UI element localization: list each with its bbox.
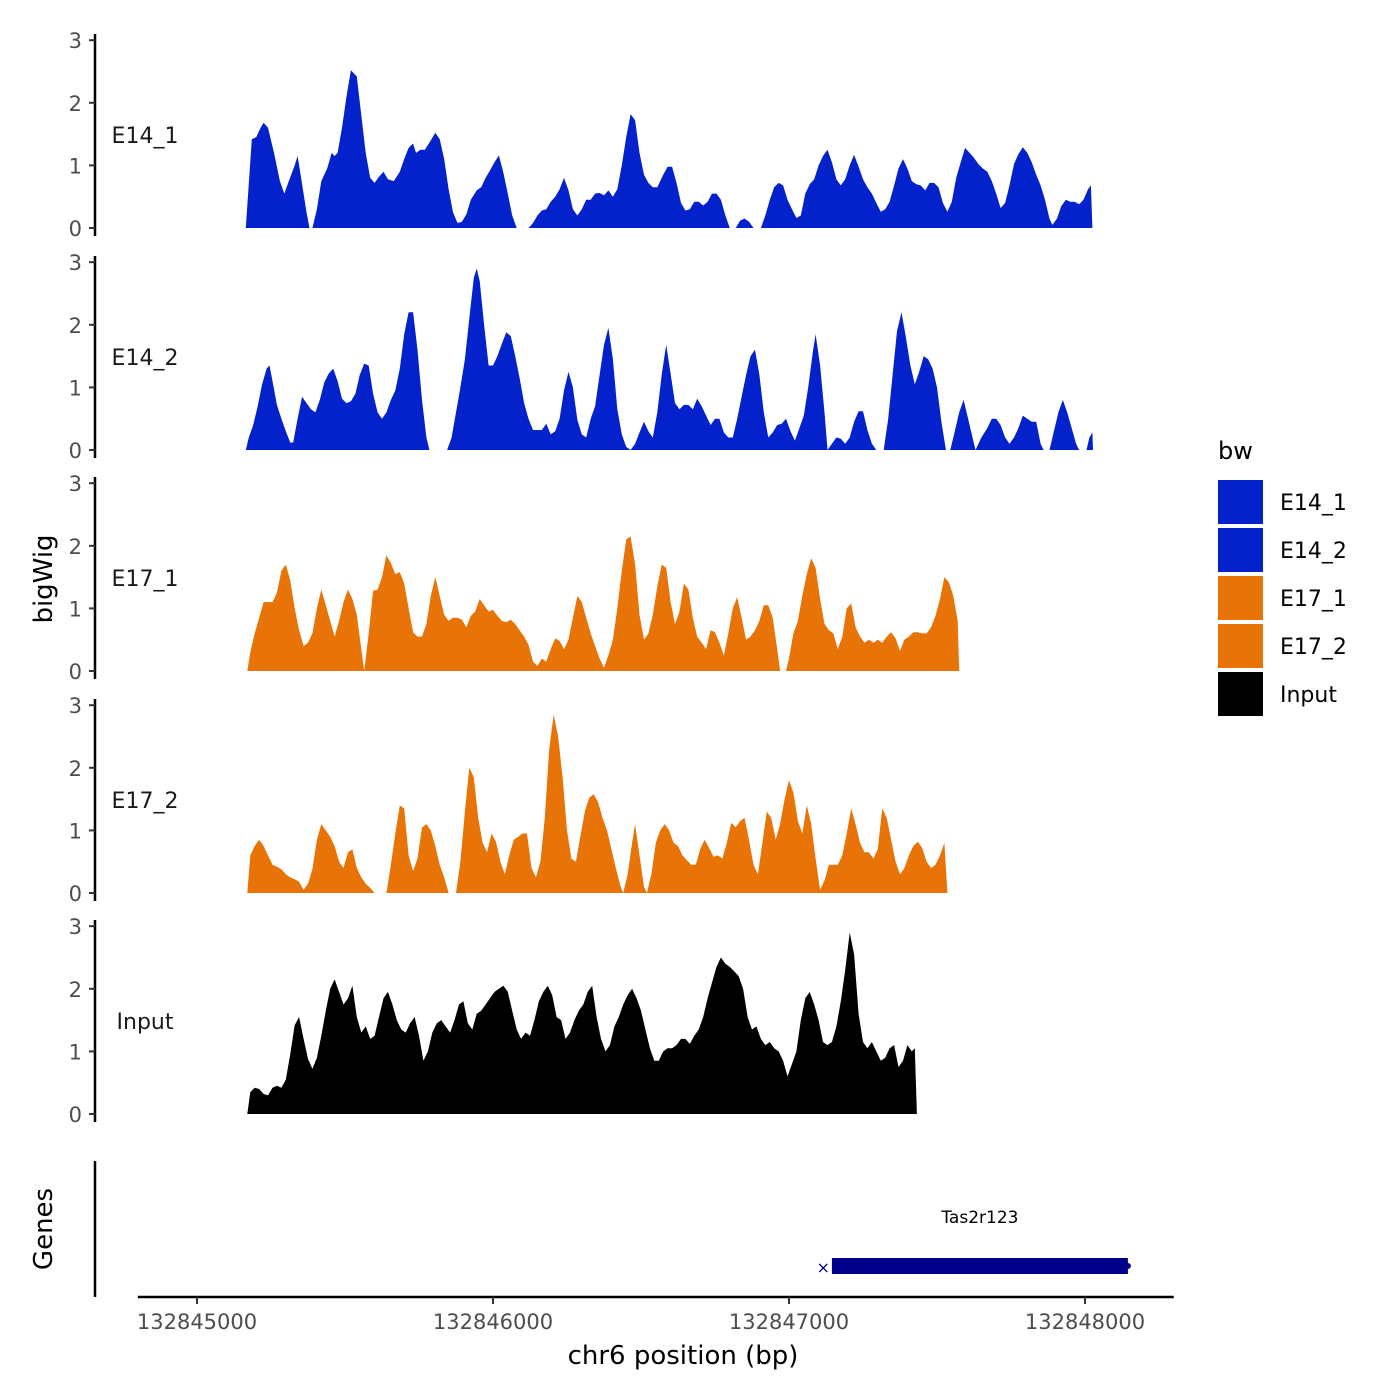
y-tick-label: 1 [69,376,82,400]
legend-item-E17_1: E17_1 [1218,576,1347,620]
track-label: E17_2 [112,789,179,814]
legend-item-Input: Input [1218,672,1337,716]
coverage-area-Input [247,932,917,1114]
x-tick-label: 132848000 [1025,1310,1145,1334]
legend-swatch [1218,672,1263,716]
track-label: Input [117,1010,174,1035]
legend-item-E14_1: E14_1 [1218,480,1347,524]
x-axis-title: chr6 position (bp) [568,1341,799,1371]
y-tick-label: 2 [69,314,82,338]
y-tick-label: 2 [69,757,82,781]
y-tick-label: 3 [69,694,82,718]
y-tick-label: 2 [69,978,82,1002]
gene-label: Tas2r123 [940,1208,1018,1228]
track-label: E17_1 [112,567,179,592]
track-label: E14_1 [112,124,179,149]
gene-Tas2r123: × Tas2r123 [817,1208,1131,1277]
y-tick-label: 0 [69,1103,82,1127]
track-E14_1: 0 1 2 3 E14_1 [69,29,1093,241]
y-tick-label: 0 [69,882,82,906]
x-axis: 132845000 132846000 132847000 132848000 [137,1295,1174,1334]
gene-strand-mark: × [817,1258,830,1277]
legend-swatch [1218,576,1263,620]
y-tick-label: 3 [69,915,82,939]
y-tick-label: 1 [69,154,82,178]
track-E14_2: 0 1 2 3 E14_2 [69,251,1094,463]
track-panels: 0 1 2 3 E14_1 0 1 2 3 E14_2 0 1 2 3 E17_1 0 1 2 3 E17_2 0 1 2 3… [69,29,1094,1127]
track-Input: 0 1 2 3 Input [69,915,917,1127]
legend-label: E17_1 [1280,587,1347,612]
genes-axis-title: Genes [29,1188,59,1270]
x-tick-label: 132847000 [729,1310,849,1334]
legend-label: E14_1 [1280,491,1347,516]
y-tick-label: 1 [69,597,82,621]
track-E17_2: 0 1 2 3 E17_2 [69,694,948,906]
legend: bw E14_1 E14_2 E17_1 E17_2 Input [1218,437,1347,716]
gene-end-mark [1124,1263,1131,1269]
y-tick-label: 1 [69,819,82,843]
y-tick-label: 0 [69,439,82,463]
legend-swatch [1218,624,1263,668]
legend-item-E17_2: E17_2 [1218,624,1347,668]
y-tick-label: 0 [69,660,82,684]
legend-label: E17_2 [1280,635,1347,660]
y-tick-label: 3 [69,472,82,496]
legend-item-E14_2: E14_2 [1218,528,1347,572]
y-tick-label: 2 [69,92,82,116]
legend-label: Input [1280,683,1337,708]
track-E17_1: 0 1 2 3 E17_1 [69,472,960,684]
x-tick-label: 132846000 [433,1310,553,1334]
legend-label: E14_2 [1280,539,1347,564]
y-axis-title: bigWig [29,534,59,623]
gene-body [831,1258,1128,1274]
legend-title: bw [1218,437,1253,465]
track-label: E14_2 [112,346,179,371]
coverage-area-E14_2 [245,268,1094,450]
coverage-area-E17_1 [247,536,960,671]
x-tick-label: 132845000 [137,1310,257,1334]
legend-swatch [1218,480,1263,524]
coverage-area-E17_2 [247,714,948,893]
y-tick-label: 3 [69,29,82,53]
coverage-area-E14_1 [245,70,1093,228]
legend-swatch [1218,528,1263,572]
y-tick-label: 1 [69,1040,82,1064]
genes-panel: × Tas2r123 [93,1161,1131,1297]
y-tick-label: 0 [69,217,82,241]
y-tick-label: 2 [69,535,82,559]
y-tick-label: 3 [69,251,82,275]
